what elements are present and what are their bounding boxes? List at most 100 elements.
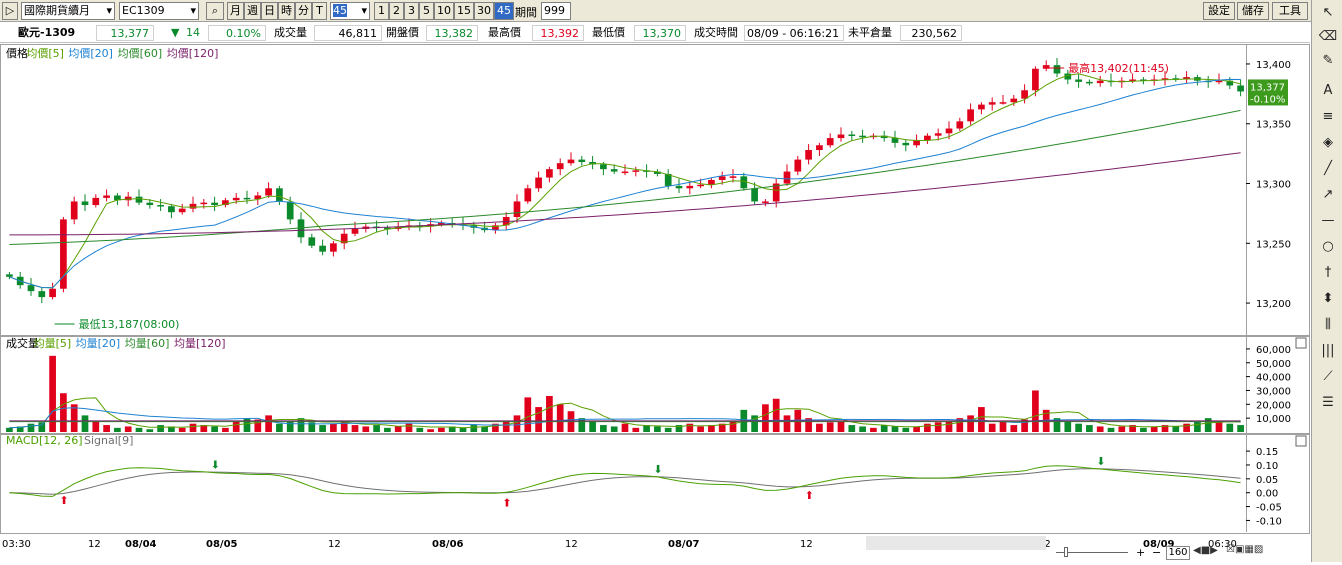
- macd-tick-label: 0.05: [1256, 475, 1278, 486]
- candle-body: [211, 202, 218, 206]
- interval-1-button[interactable]: 1: [374, 2, 389, 20]
- volume-bar: [1226, 423, 1234, 432]
- price-panel[interactable]: 13,400 13,350 13,300 13,250 13,200 最高13,402(1…: [6, 57, 1291, 331]
- bar-grid-icon[interactable]: ⫼: [1325, 317, 1331, 332]
- interval-45-button[interactable]: 45: [494, 2, 514, 20]
- period-tick-button[interactable]: T: [312, 2, 327, 20]
- volume-bar: [481, 426, 488, 432]
- zoom-slider[interactable]: [1052, 544, 1132, 560]
- volume-bar: [168, 426, 175, 432]
- sell-signal-icon: ⬇: [211, 459, 220, 472]
- volume-bar: [1237, 425, 1244, 432]
- candle-body: [729, 176, 737, 178]
- time-value: 08/09 - 06:16:21: [744, 25, 844, 41]
- open-interest-label: 未平倉量: [848, 26, 892, 39]
- eraser-icon[interactable]: ⌫: [1318, 29, 1338, 44]
- interval-3-button[interactable]: 3: [404, 2, 419, 20]
- symbol-select-value: EC1309: [122, 4, 165, 17]
- candle-body: [600, 164, 607, 170]
- period-month-button[interactable]: 月: [227, 2, 244, 20]
- save-button[interactable]: 儲存: [1237, 2, 1269, 20]
- volume-bar: [1010, 425, 1018, 432]
- zoom-in-icon[interactable]: +: [1136, 546, 1146, 559]
- zoom-slider-handle[interactable]: [1064, 547, 1068, 557]
- x-axis-label: 08/05: [206, 539, 238, 550]
- cursor-icon[interactable]: ↖: [1322, 5, 1334, 20]
- arrow-tool-icon[interactable]: ↗: [1322, 187, 1334, 202]
- period-week-button[interactable]: 週: [244, 2, 261, 20]
- volume-bar: [373, 425, 380, 432]
- market-select[interactable]: 國際期貨續月 ▾: [21, 2, 115, 20]
- volume-bar: [146, 429, 154, 432]
- volume-bar: [330, 423, 337, 432]
- volume-bar: [589, 420, 596, 432]
- last-price-tag-value: 13,377: [1250, 82, 1285, 93]
- tools-button[interactable]: 工具: [1272, 2, 1308, 20]
- high-label: 最高價: [488, 26, 521, 39]
- candle-body: [664, 173, 672, 186]
- macd-panel[interactable]: 0.15 0.10 0.05 0.00 -0.05 -0.10 ⬆ ⬇ ⬆ ⬇ ⬆ ⬇: [9, 447, 1282, 527]
- delete-all-icon[interactable]: ✎: [1322, 53, 1334, 68]
- volume-bar: [1032, 390, 1039, 432]
- volume-bar: [934, 422, 942, 432]
- interval-select[interactable]: 45 ▾: [330, 2, 370, 20]
- volume-value: 46,811: [314, 25, 382, 41]
- legend-item: 均價[5]: [26, 46, 64, 60]
- zoom-input[interactable]: 160: [1166, 546, 1190, 560]
- interval-10-button[interactable]: 10: [434, 2, 454, 20]
- volume-bar: [297, 418, 305, 432]
- macd-tick-label: -0.10: [1256, 516, 1282, 527]
- chart-area[interactable]: 13,400 13,350 13,300 13,250 13,200 最高13,402(1…: [0, 44, 1310, 562]
- circle-tool-icon[interactable]: ○: [1322, 239, 1334, 254]
- chevron-down-icon: ▾: [190, 4, 196, 17]
- x-axis-label: 12: [88, 539, 101, 550]
- play-icon[interactable]: ▷: [2, 2, 18, 20]
- candle-body: [967, 109, 974, 122]
- vertical-lines-icon[interactable]: |||: [1321, 343, 1335, 358]
- instrument-name: 歐元-1309: [18, 26, 76, 39]
- x-axis-label: 08/06: [432, 539, 464, 550]
- line-tool-icon[interactable]: ╱: [1324, 161, 1332, 176]
- x-axis-label: 06:30: [1208, 539, 1237, 550]
- candle-body: [384, 227, 391, 230]
- period-input[interactable]: 999: [541, 2, 571, 20]
- volume-bar: [70, 404, 78, 432]
- volume-panel[interactable]: 60,000 50,000 40,000 30,000 20,000 10,000: [6, 345, 1291, 432]
- chevron-down-icon: ▾: [361, 4, 367, 17]
- fan-tool-icon[interactable]: ⟋: [1323, 369, 1333, 384]
- candle-body: [1226, 80, 1234, 86]
- period-day-button[interactable]: 日: [261, 2, 278, 20]
- candle-body: [222, 200, 229, 206]
- period-hour-button[interactable]: 時: [278, 2, 295, 20]
- volume-label: 成交量: [274, 26, 307, 39]
- volume-bar: [880, 425, 888, 432]
- scroll-buttons-icon[interactable]: ◀■▶: [1193, 545, 1218, 556]
- vertical-marker-icon[interactable]: †: [1324, 265, 1332, 280]
- volume-bar: [1096, 426, 1104, 432]
- interval-2-button[interactable]: 2: [389, 2, 404, 20]
- candle-body: [826, 138, 834, 146]
- period-minute-button[interactable]: 分: [295, 2, 312, 20]
- palette-icon[interactable]: ◈: [1323, 135, 1333, 150]
- horizontal-line-icon[interactable]: —: [1321, 213, 1335, 228]
- interval-5-button[interactable]: 5: [419, 2, 434, 20]
- candle-body: [794, 159, 802, 172]
- chart-svg[interactable]: 13,400 13,350 13,300 13,250 13,200 最高13,402(1…: [0, 44, 1310, 562]
- horizontal-lines-icon[interactable]: ≡: [1322, 109, 1334, 124]
- chart-tools-icon[interactable]: ☒▣▦▨: [1226, 544, 1264, 555]
- zoom-out-icon[interactable]: −: [1152, 546, 1162, 559]
- symbol-select[interactable]: EC1309 ▾: [119, 2, 199, 20]
- interval-15-button[interactable]: 15: [454, 2, 474, 20]
- fibonacci-icon[interactable]: ☰: [1322, 395, 1334, 410]
- candle-marker-icon[interactable]: ⬍: [1322, 291, 1334, 306]
- volume-bar: [232, 420, 240, 432]
- volume-bar: [1140, 427, 1147, 432]
- interval-30-button[interactable]: 30: [474, 2, 494, 20]
- low-label: 最低價: [592, 26, 625, 39]
- candle-body: [924, 135, 931, 141]
- settings-button[interactable]: 設定: [1203, 2, 1235, 20]
- search-icon[interactable]: ⌕: [206, 2, 224, 20]
- text-icon[interactable]: A: [1323, 83, 1333, 98]
- candle-body: [1042, 65, 1050, 69]
- x-axis-label: 08/07: [668, 539, 700, 550]
